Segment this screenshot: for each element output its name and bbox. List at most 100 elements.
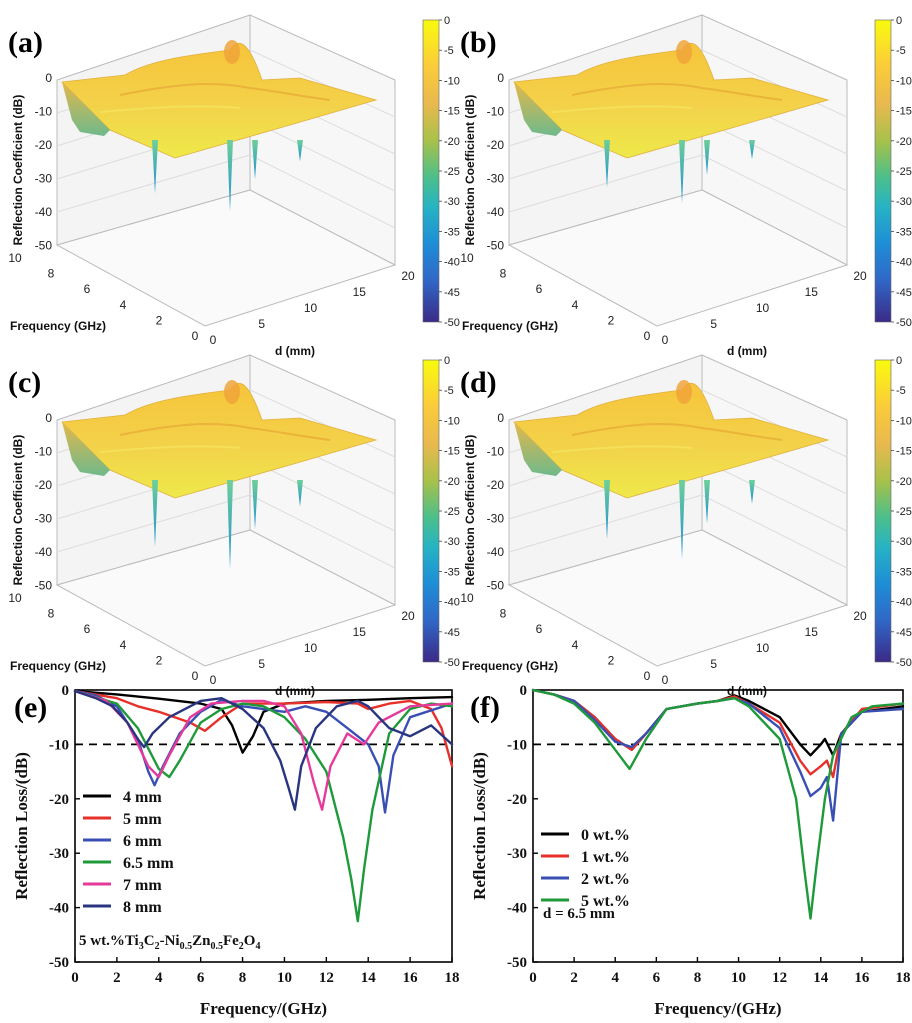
panel-d-colorbar-tick: -5 [896,385,906,397]
panel-d-d-tick: 5 [710,657,717,671]
plot-e-series-line-2 [73,689,454,768]
panel-c-absorption-spike [252,480,258,530]
plot-f-x-tick-label: 10 [731,970,746,986]
panel-d-ridge [551,445,693,453]
panel-d-absorption-spike [604,480,610,540]
panel-c-colorbar-tick: -10 [444,415,460,427]
panel-a-z-tick: -50 [35,239,53,253]
panel-d-colorbar-tick: -10 [896,415,912,427]
panel-b-absorption-spike [704,140,710,175]
panel-d-z-tick: -50 [487,579,505,593]
panel-b-z-axis-title: Reflection Coefficient (dB) [463,95,477,246]
panel-d-colorbar [874,359,892,663]
panel-a-freq-tick: 6 [84,282,91,296]
panel-a-absorption-spike [227,140,233,212]
plot-f-series-line-2 [531,688,905,779]
panel-d-freq-tick: 0 [644,669,651,683]
panel-a-z-tick: -10 [35,105,53,119]
panel-c-freq-tick: 4 [120,638,127,652]
plot-f-x-tick-label: 6 [653,970,661,986]
plot-f-series-line-4 [531,688,905,920]
panel-a-colorbar-tick: -5 [444,45,454,57]
panel-d-grid-line [701,389,848,458]
panel-a-colorbar-tick: -35 [444,226,460,238]
plot-e-y-axis-title: Reflection Loss/(dB) [12,752,31,900]
panel-c-colorbar-tick: -30 [444,536,460,548]
plot-e-x-tick-label: 8 [239,970,247,986]
panel-d-freq-tick: 6 [536,622,543,636]
plot-e-annotation-part: Zn [192,933,211,949]
plot-e-legend-label-4: 6.5 mm [123,855,174,872]
panel-d-d-tick: 0 [662,673,669,687]
panel-b-absorption-spike [679,140,685,204]
panel-b-freq-tick: 4 [572,298,579,312]
panel-d-colorbar-tick: -40 [896,597,912,609]
panel-b-z-tick: -30 [487,172,505,186]
panel-c-grid-line [56,494,251,553]
panel-b-colorbar-tick: 0 [896,15,902,27]
panel-a-grid-line [249,119,396,192]
panel-d-colorbar-tick: -25 [896,506,912,518]
panel-d-z-tick: -20 [487,478,505,492]
plot-e-y-tick-label: -30 [49,846,69,862]
panel-d-colorbar-tick: 0 [896,355,902,367]
panel-a-floor [55,189,397,327]
panel-d-label: (d) [460,366,497,399]
plot-f-y-axis-title: Reflection Loss/(dB) [470,752,489,900]
panel-a-d-tick: 5 [258,317,265,331]
plot-e-x-axis-title: Frequency/(GHz) [200,999,327,1018]
panel-d-surface-edge [514,422,562,476]
plot-e-series-line-4 [73,689,454,923]
panel-d-colorbar-tick: -20 [896,476,912,488]
panel-b-freq-axis-title: Frequency (GHz) [462,319,558,333]
panel-c-d-tick: 0 [210,673,217,687]
panel-d-d-tick: 10 [756,641,770,655]
panel-b-z-tick: 0 [497,71,504,85]
panel-a-colorbar [422,19,440,323]
plot-f-x-tick-label: 2 [570,970,578,986]
plot-e-annotation-part: 0.5 [180,941,193,952]
panel-a-peak [224,40,240,64]
plot-e-x-tick-label: 0 [71,970,79,986]
panel-b-floor [507,189,849,327]
plot-e-legend-label-3: 6 mm [123,833,162,850]
panel-a-colorbar-tick: -15 [444,106,460,118]
panel-a-colorbar-tick: -50 [444,317,460,329]
panel-b-colorbar-tick: -35 [896,226,912,238]
panel-c-d-tick: 20 [401,609,415,623]
panel-c-z-axis-title: Reflection Coefficient (dB) [11,435,25,586]
panel-d-absorption-spike [679,480,685,560]
panel-b-absorption-spike [604,140,610,188]
plot-e-x-tick-label: 10 [277,970,292,986]
panel-d-ridge [571,423,783,441]
panel-a-colorbar-tick: -20 [444,136,460,148]
panel-c-colorbar-tick: -15 [444,446,460,458]
plot-e-x-tick-label: 16 [403,970,419,986]
panel-d-z-tick: 0 [497,411,504,425]
plot-e-frame [74,689,453,963]
panel-a-grid-line [249,49,396,118]
panel-b-z-tick: -10 [487,105,505,119]
panel-a-z-tick: 0 [45,71,52,85]
panel-c-z-tick: -10 [35,445,53,459]
plot-f-x-tick-label: 16 [854,970,870,986]
panel-a-ridge [99,105,241,113]
plot-e-annotation-part: C [144,933,155,949]
plot-f-series-line-3 [531,688,905,822]
panel-b-colorbar-tick: -40 [896,257,912,269]
plot-e-y-tick-label: -10 [49,737,69,753]
panel-c-label: (c) [8,366,41,399]
panel-c-colorbar-tick: -40 [444,597,460,609]
panel-b-grid-line [701,49,848,118]
panel-c-absorption-spike [297,480,303,507]
panel-b-colorbar [874,19,892,323]
panel-d-z-axis-title: Reflection Coefficient (dB) [463,435,477,586]
panel-c-colorbar-tick: -25 [444,506,460,518]
plot-e-legend-label-2: 5 mm [123,811,162,828]
panel-d-d-axis-title: d (mm) [727,684,767,698]
panel-a-freq-tick: 0 [192,329,199,343]
panel-b-d-tick: 5 [710,317,717,331]
plot-e-x-tick-label: 12 [319,970,334,986]
